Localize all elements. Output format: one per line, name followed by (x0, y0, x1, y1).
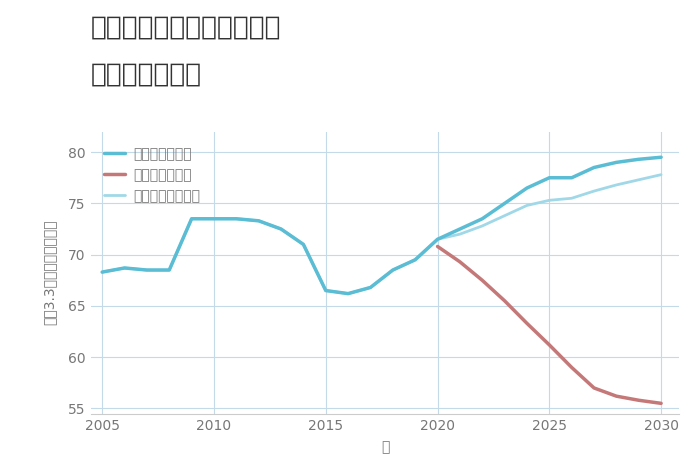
グッドシナリオ (366, 285, 375, 290)
ノーマルシナリオ (389, 267, 397, 273)
グッドシナリオ (188, 216, 196, 221)
グッドシナリオ (590, 164, 598, 170)
グッドシナリオ (299, 242, 307, 247)
グッドシナリオ (523, 185, 531, 191)
バッドシナリオ (456, 259, 464, 265)
ノーマルシナリオ (321, 288, 330, 293)
バッドシナリオ (478, 277, 486, 283)
バッドシナリオ (635, 398, 643, 403)
バッドシナリオ (500, 298, 509, 304)
バッドシナリオ (612, 393, 621, 399)
ノーマルシナリオ (366, 285, 375, 290)
Line: グッドシナリオ: グッドシナリオ (102, 157, 661, 294)
ノーマルシナリオ (456, 231, 464, 237)
バッドシナリオ (568, 365, 576, 370)
ノーマルシナリオ (523, 203, 531, 208)
グッドシナリオ (344, 291, 352, 297)
グッドシナリオ (389, 267, 397, 273)
Y-axis label: 坪（3.3㎡）単価（万円）: 坪（3.3㎡）単価（万円） (43, 220, 57, 325)
Line: バッドシナリオ: バッドシナリオ (438, 246, 661, 403)
ノーマルシナリオ (188, 216, 196, 221)
グッドシナリオ (545, 175, 554, 180)
グッドシナリオ (165, 267, 174, 273)
グッドシナリオ (500, 201, 509, 206)
グッドシナリオ (120, 265, 129, 271)
グッドシナリオ (255, 218, 263, 224)
グッドシナリオ (210, 216, 218, 221)
ノーマルシナリオ (120, 265, 129, 271)
グッドシナリオ (98, 269, 106, 275)
バッドシナリオ (590, 385, 598, 391)
ノーマルシナリオ (590, 188, 598, 194)
グッドシナリオ (612, 159, 621, 165)
ノーマルシナリオ (478, 223, 486, 229)
ノーマルシナリオ (255, 218, 263, 224)
ノーマルシナリオ (232, 216, 241, 221)
バッドシナリオ (657, 400, 665, 406)
グッドシナリオ (635, 157, 643, 162)
ノーマルシナリオ (299, 242, 307, 247)
バッドシナリオ (545, 342, 554, 348)
ノーマルシナリオ (411, 257, 419, 263)
Legend: グッドシナリオ, バッドシナリオ, ノーマルシナリオ: グッドシナリオ, バッドシナリオ, ノーマルシナリオ (104, 147, 200, 203)
グッドシナリオ (321, 288, 330, 293)
グッドシナリオ (143, 267, 151, 273)
グッドシナリオ (232, 216, 241, 221)
ノーマルシナリオ (143, 267, 151, 273)
ノーマルシナリオ (635, 177, 643, 183)
グッドシナリオ (433, 236, 442, 242)
ノーマルシナリオ (545, 197, 554, 203)
グッドシナリオ (657, 155, 665, 160)
グッドシナリオ (456, 226, 464, 232)
ノーマルシナリオ (568, 196, 576, 201)
ノーマルシナリオ (657, 172, 665, 178)
Line: ノーマルシナリオ: ノーマルシナリオ (102, 175, 661, 294)
ノーマルシナリオ (433, 236, 442, 242)
ノーマルシナリオ (612, 182, 621, 188)
ノーマルシナリオ (344, 291, 352, 297)
バッドシナリオ (433, 243, 442, 249)
バッドシナリオ (523, 321, 531, 326)
グッドシナリオ (478, 216, 486, 221)
グッドシナリオ (568, 175, 576, 180)
ノーマルシナリオ (210, 216, 218, 221)
Text: 土地の価格推移: 土地の価格推移 (91, 61, 202, 87)
X-axis label: 年: 年 (381, 440, 389, 454)
ノーマルシナリオ (500, 213, 509, 219)
グッドシナリオ (411, 257, 419, 263)
ノーマルシナリオ (276, 226, 285, 232)
グッドシナリオ (276, 226, 285, 232)
ノーマルシナリオ (98, 269, 106, 275)
ノーマルシナリオ (165, 267, 174, 273)
Text: 大阪府高槻市成合東の町の: 大阪府高槻市成合東の町の (91, 14, 281, 40)
